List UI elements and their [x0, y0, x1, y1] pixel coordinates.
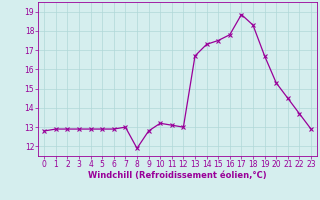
X-axis label: Windchill (Refroidissement éolien,°C): Windchill (Refroidissement éolien,°C): [88, 171, 267, 180]
